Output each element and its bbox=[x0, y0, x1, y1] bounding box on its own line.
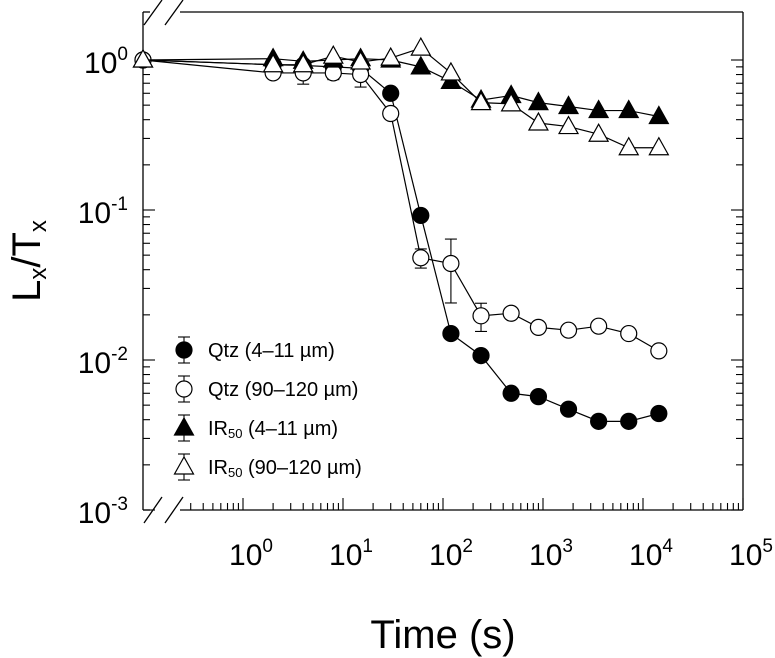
data-point bbox=[650, 404, 668, 423]
axis-break-top bbox=[143, 0, 184, 26]
y-tick-label: 10-2 bbox=[78, 344, 128, 380]
plot-frame bbox=[142, 0, 744, 524]
data-point bbox=[648, 136, 670, 156]
data-point bbox=[382, 84, 400, 102]
x-tick-label: 103 bbox=[529, 536, 573, 572]
data-point bbox=[502, 304, 520, 322]
data-point bbox=[132, 48, 154, 68]
y-axis-label-sub-x2: x bbox=[25, 220, 52, 232]
data-point bbox=[527, 91, 549, 111]
legend-label: Qtz (90–120 µm) bbox=[208, 379, 358, 401]
data-point bbox=[527, 111, 549, 131]
y-axis-label: Lx/Tx bbox=[5, 220, 52, 302]
data-point bbox=[590, 317, 608, 335]
y-tick-label: 100 bbox=[84, 44, 128, 80]
legend-item-1: Qtz (4–11 µm) bbox=[175, 336, 335, 364]
data-point bbox=[588, 122, 610, 142]
series-line bbox=[142, 59, 660, 352]
data-point bbox=[292, 53, 314, 73]
legend-marker bbox=[175, 341, 193, 359]
tick-labels: 100 101 102 103 104 105 10-3 10-2 10-1 100 bbox=[78, 44, 773, 572]
data-point bbox=[620, 324, 638, 343]
data-point bbox=[380, 46, 402, 66]
axis-ticks bbox=[143, 59, 744, 511]
legend-item-4: IR50 (90–120 µm) bbox=[173, 453, 362, 481]
data-point bbox=[440, 61, 462, 81]
y-tick-label: 10-1 bbox=[78, 194, 128, 230]
data-point bbox=[382, 104, 400, 123]
data-point bbox=[502, 384, 520, 402]
data-point bbox=[559, 400, 578, 418]
data-point bbox=[529, 388, 548, 406]
x-tick-label: 105 bbox=[729, 536, 773, 572]
y-axis-label-L: L bbox=[5, 280, 49, 302]
data-point bbox=[350, 50, 372, 70]
data-point bbox=[588, 99, 610, 119]
data-point bbox=[442, 254, 460, 273]
legend: Qtz (4–11 µm) Qtz (90–120 µm) IR50 (4–11 µ… bbox=[173, 336, 362, 481]
legend-label: IR50 (4–11 µm) bbox=[208, 418, 338, 441]
legend-item-3: IR50 (4–11 µm) bbox=[173, 414, 338, 442]
data-point bbox=[558, 115, 580, 135]
data-point bbox=[470, 91, 492, 111]
data-point bbox=[442, 324, 460, 343]
series-2 bbox=[134, 51, 668, 360]
x-axis-label: Time (s) bbox=[370, 613, 515, 657]
y-tick-label: 10-3 bbox=[78, 494, 128, 530]
x-tick-label: 101 bbox=[329, 536, 373, 572]
data-point bbox=[500, 92, 522, 112]
x-tick-label: 100 bbox=[229, 536, 273, 572]
data-point bbox=[650, 342, 668, 360]
legend-marker bbox=[173, 416, 195, 436]
data-point bbox=[322, 44, 344, 64]
data-point bbox=[412, 249, 430, 267]
data-point bbox=[410, 36, 432, 56]
y-axis-label-T: /T bbox=[5, 232, 49, 268]
series-line bbox=[142, 59, 659, 422]
series-layer bbox=[132, 36, 670, 430]
data-point bbox=[529, 318, 548, 336]
data-point bbox=[558, 95, 580, 115]
y-axis-label-sub-x: x bbox=[25, 268, 52, 280]
data-point bbox=[472, 307, 490, 325]
series-3 bbox=[132, 47, 670, 125]
series-4 bbox=[132, 36, 670, 156]
x-tick-label: 102 bbox=[429, 536, 473, 572]
data-point bbox=[618, 99, 640, 119]
data-point bbox=[590, 412, 608, 430]
data-point bbox=[559, 321, 578, 339]
data-point bbox=[472, 346, 490, 365]
data-point bbox=[620, 412, 638, 430]
legend-marker bbox=[173, 455, 195, 475]
x-tick-label: 104 bbox=[629, 536, 673, 572]
data-point bbox=[618, 136, 640, 156]
legend-label: Qtz (4–11 µm) bbox=[208, 340, 335, 362]
data-point bbox=[648, 105, 670, 125]
legend-label: IR50 (90–120 µm) bbox=[208, 457, 362, 480]
data-point bbox=[410, 55, 432, 75]
legend-marker bbox=[175, 380, 193, 398]
data-point bbox=[262, 53, 284, 73]
legend-item-2: Qtz (90–120 µm) bbox=[175, 375, 358, 403]
data-point bbox=[412, 206, 430, 225]
